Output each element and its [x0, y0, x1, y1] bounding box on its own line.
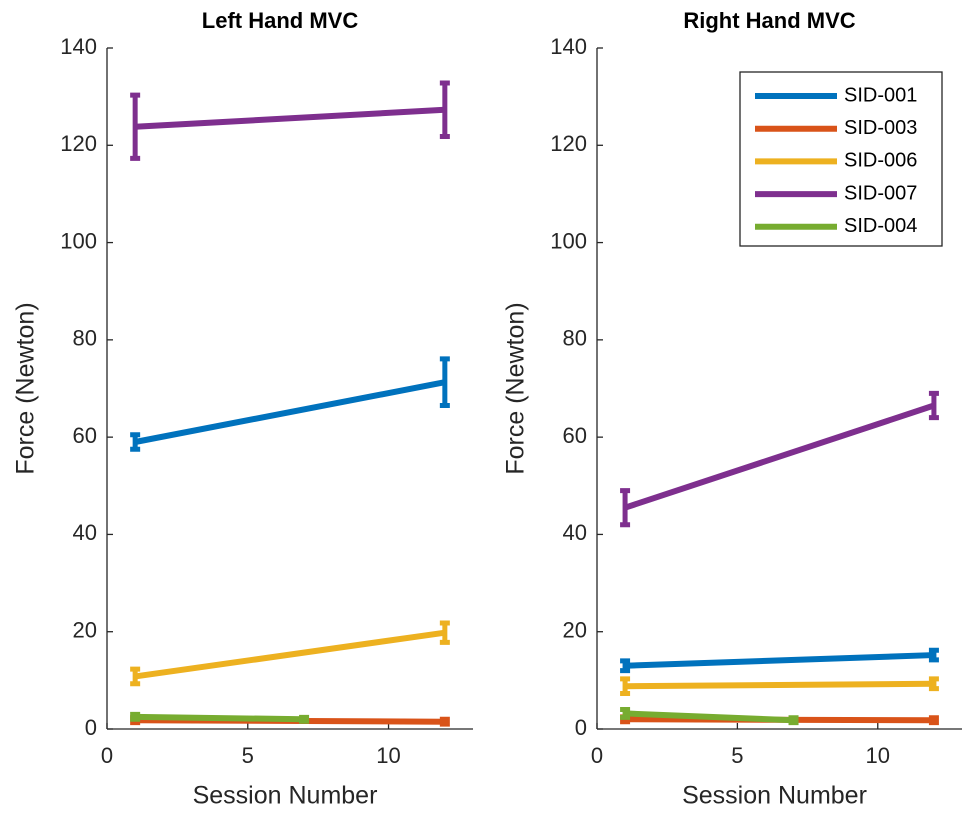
- x-tick-label: 10: [866, 743, 890, 768]
- series-line: [134, 379, 446, 445]
- series-line: [134, 629, 446, 680]
- y-tick-label: 120: [60, 131, 97, 156]
- y-tick-label: 100: [60, 228, 97, 253]
- y-tick-label: 140: [550, 34, 587, 59]
- chart-title: Right Hand MVC: [683, 8, 855, 33]
- x-tick-label: 10: [376, 743, 400, 768]
- error-bar: [130, 666, 141, 687]
- y-tick-label: 140: [60, 34, 97, 59]
- error-bar: [928, 390, 939, 421]
- y-axis-label: Force (Newton): [502, 302, 530, 474]
- y-tick-label: 80: [73, 326, 97, 351]
- error-bar: [620, 676, 631, 696]
- error-bar: [928, 676, 939, 692]
- x-tick-label: 0: [101, 743, 113, 768]
- series-line: [134, 106, 446, 130]
- y-tick-label: 20: [563, 618, 587, 643]
- error-bar: [620, 658, 631, 674]
- subplot: Left Hand MVC 0 20 40 60 80 100 120 140 0 5 10 Sessi…: [12, 8, 473, 810]
- legend-label: SID-004: [844, 215, 917, 237]
- error-bar: [928, 715, 939, 726]
- legend-label: SID-006: [844, 150, 917, 172]
- subplot: Right Hand MVC 0 20 40 60 80 100 120 140 0 5 10 Sess…: [502, 8, 962, 810]
- error-bar: [928, 647, 939, 663]
- legend-label: SID-001: [844, 84, 917, 106]
- y-tick-label: 120: [550, 131, 587, 156]
- error-bar: [130, 432, 141, 452]
- series-line: [624, 710, 794, 724]
- error-bar: [439, 356, 450, 409]
- error-bar: [439, 716, 450, 727]
- x-axis-label: Session Number: [682, 782, 867, 810]
- error-bar: [130, 711, 141, 722]
- y-tick-label: 60: [73, 423, 97, 448]
- legend-label: SID-003: [844, 117, 917, 139]
- error-bar: [788, 715, 799, 726]
- x-tick-label: 5: [242, 743, 254, 768]
- x-tick-label: 5: [731, 743, 743, 768]
- error-bar: [620, 707, 631, 720]
- y-tick-label: 0: [85, 715, 97, 740]
- y-tick-label: 0: [575, 715, 587, 740]
- y-tick-label: 60: [563, 423, 587, 448]
- y-axis-label: Force (Newton): [12, 302, 40, 474]
- y-tick-label: 80: [563, 326, 587, 351]
- legend: SID-001 SID-003 SID-006 SID-007 SID-004: [739, 71, 943, 247]
- legend-label: SID-007: [844, 182, 917, 204]
- series-line: [624, 652, 935, 669]
- series-line: [625, 680, 934, 690]
- series-line: [624, 402, 935, 511]
- y-tick-label: 20: [73, 618, 97, 643]
- error-bar: [130, 92, 141, 161]
- y-tick-label: 40: [73, 520, 97, 545]
- error-bar: [299, 714, 310, 724]
- series-line: [135, 713, 305, 723]
- x-axis-label: Session Number: [193, 782, 378, 810]
- chart-title: Left Hand MVC: [202, 8, 359, 33]
- error-bar: [439, 620, 450, 645]
- x-tick-label: 0: [591, 743, 603, 768]
- y-tick-label: 40: [563, 520, 587, 545]
- error-bar: [439, 80, 450, 140]
- error-bar: [620, 488, 631, 528]
- y-tick-label: 100: [550, 228, 587, 253]
